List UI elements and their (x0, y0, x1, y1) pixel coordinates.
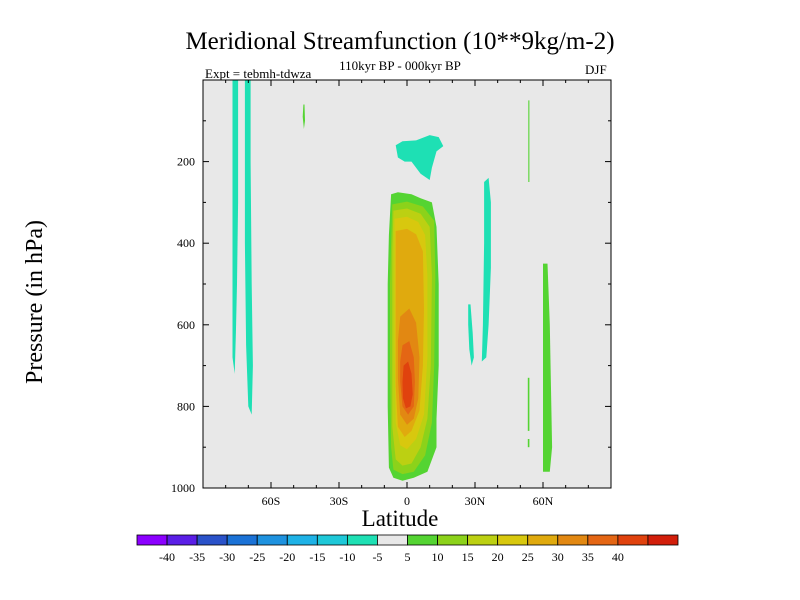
colorbar-swatch-1 (166, 534, 198, 546)
colorbar-swatch-9 (407, 534, 438, 546)
colorbar-label-0: -40 (159, 550, 175, 564)
colorbar-swatch-10 (437, 534, 469, 546)
colorbar-label-8: 5 (405, 550, 411, 564)
contour-region-2 (302, 104, 305, 129)
colorbar-label-14: 35 (582, 550, 594, 564)
colorbar-swatch-4 (256, 534, 288, 546)
colorbar-label-10: 15 (462, 550, 474, 564)
colorbar-label-15: 40 (612, 550, 624, 564)
colorbar-swatch-11 (467, 534, 499, 546)
contour-regions (232, 80, 553, 481)
colorbar-swatch-3 (226, 534, 258, 546)
x-tick-label-4: 60N (533, 494, 554, 508)
contour-region-0 (232, 80, 239, 374)
colorbar-label-9: 10 (432, 550, 444, 564)
y-tick-label-1: 400 (177, 236, 195, 250)
colorbar-swatch-6 (316, 534, 348, 546)
colorbar-label-5: -15 (309, 550, 325, 564)
y-tick-label-4: 1000 (171, 481, 195, 495)
colorbar-label-4: -20 (279, 550, 295, 564)
colorbar-label-13: 30 (552, 550, 564, 564)
y-tick-label-2: 600 (177, 318, 195, 332)
colorbar-label-6: -10 (339, 550, 355, 564)
colorbar-label-11: 20 (492, 550, 504, 564)
x-tick-label-3: 30N (465, 494, 486, 508)
x-tick-label-2: 0 (404, 494, 410, 508)
colorbar-swatch-17 (647, 534, 679, 546)
contour-region-15 (527, 377, 530, 431)
colorbar-swatch-7 (346, 534, 378, 546)
contour-region-3 (395, 135, 444, 180)
contour-region-17 (543, 263, 553, 472)
contour-region-12 (481, 177, 491, 362)
contour-region-14 (528, 100, 530, 182)
x-axis-label: Latitude (361, 506, 439, 531)
contour-region-13 (468, 304, 474, 366)
colorbar-swatch-5 (286, 534, 318, 546)
colorbar-swatch-13 (527, 534, 559, 546)
colorbar-label-1: -35 (189, 550, 205, 564)
y-tick-label-0: 200 (177, 155, 195, 169)
colorbar-swatch-2 (196, 534, 228, 546)
colorbar-label-7: -5 (372, 550, 382, 564)
colorbar: -40 -35 -30 -25 -20 -15 -10 -5 5 10 15 20 25 30 35 40 (136, 534, 679, 564)
season-label: DJF (585, 62, 607, 77)
experiment-label: Expt = tebmh-tdwza (205, 66, 312, 81)
colorbar-label-3: -25 (249, 550, 265, 564)
contour-region-16 (527, 439, 530, 448)
colorbar-label-2: -30 (219, 550, 235, 564)
axes: 60S 30S 0 30N 60N 200 400 600 800 1000 (171, 80, 611, 508)
colorbar-swatch-12 (497, 534, 529, 546)
colorbar-swatch-16 (617, 534, 649, 546)
contour-region-1 (244, 80, 253, 415)
colorbar-swatch-14 (557, 534, 589, 546)
colorbar-swatch-15 (587, 534, 619, 546)
x-tick-label-1: 30S (330, 494, 349, 508)
colorbar-label-12: 25 (522, 550, 534, 564)
colorbar-swatch-8 (377, 534, 408, 546)
contour-region-11 (402, 361, 413, 409)
x-tick-label-0: 60S (262, 494, 281, 508)
colorbar-swatch-0 (136, 534, 168, 546)
chart-subtitle: 110kyr BP - 000kyr BP (339, 58, 461, 73)
y-tick-label-3: 800 (177, 399, 195, 413)
chart-title: Meridional Streamfunction (10**9kg/m-2) (185, 28, 615, 55)
